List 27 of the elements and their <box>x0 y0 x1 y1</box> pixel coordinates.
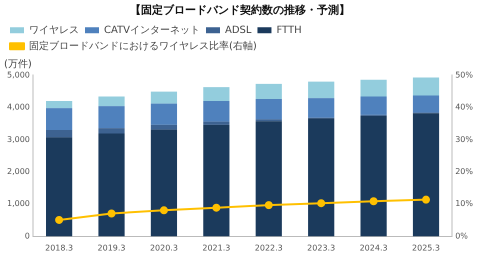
x-tick-label: 2018.3 <box>45 243 74 252</box>
chart-title: 【固定ブロードバンド契約数の推移・予測】 <box>130 3 350 16</box>
legend-label: CATVインターネット <box>104 24 200 36</box>
y2-tick-label: 30% <box>455 134 474 144</box>
y2-tick-label: 40% <box>455 102 474 112</box>
x-tick-label: 2022.3 <box>254 243 283 252</box>
legend-label: FTTH <box>276 24 302 36</box>
y-tick-label: 2,000 <box>6 167 30 176</box>
y-tick-label: 5,000 <box>6 70 30 80</box>
x-tick-label: 2024.3 <box>360 243 388 252</box>
legend-label: ADSL <box>224 24 252 36</box>
y2-tick-label: 50% <box>455 70 474 80</box>
x-tick-label: 2019.3 <box>98 243 126 252</box>
y-axis-title: (万件) <box>4 58 32 70</box>
x-tick-label: 2020.3 <box>150 243 178 252</box>
y2-tick-label: 0% <box>455 231 468 240</box>
y2-tick-label: 20% <box>455 167 474 176</box>
y-tick-label: 3,000 <box>6 134 30 144</box>
legend-label: 固定ブロードバンドにおけるワイヤレス比率(右軸) <box>29 40 257 52</box>
y-tick-label: 1,000 <box>6 199 30 208</box>
x-tick-label: 2023.3 <box>307 243 336 252</box>
legend-label: ワイヤレス <box>29 24 79 36</box>
y-tick-label: 0 <box>24 231 30 240</box>
x-tick-label: 2021.3 <box>202 243 230 252</box>
y-tick-label: 4,000 <box>6 102 30 112</box>
x-tick-label: 2025.3 <box>412 243 440 252</box>
y2-tick-label: 10% <box>455 199 474 208</box>
